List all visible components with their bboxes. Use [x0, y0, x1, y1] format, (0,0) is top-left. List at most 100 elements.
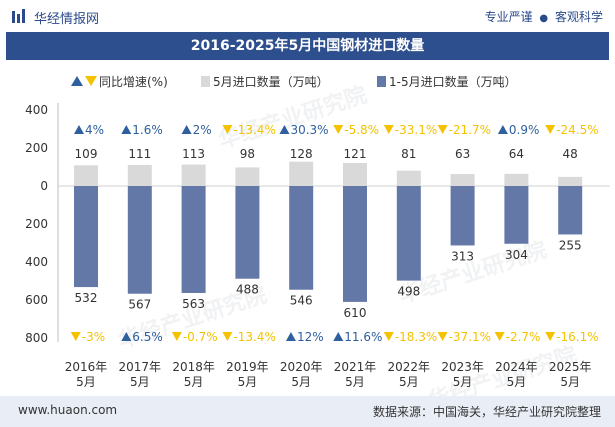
bar-may: [504, 173, 529, 186]
down-triangle-icon: [545, 332, 556, 341]
footer: www.huaon.com 数据来源：中国海关，华经产业研究院整理: [0, 396, 615, 427]
growth-value: 2%: [193, 123, 212, 137]
x-tick-label-month: 5月: [238, 375, 258, 389]
down-triangle-icon: [383, 125, 394, 134]
legend-ytd-label: 1-5月进口数量（万吨）: [389, 74, 517, 89]
bar-may: [343, 163, 367, 186]
top-bar: 华经情报网 专业严谨 ● 客观科学: [0, 0, 615, 32]
bar-ytd: [343, 186, 367, 302]
growth-may-label: -5.8%: [333, 123, 379, 137]
growth-may-label: 4%: [74, 123, 104, 137]
y-tick-label: 400: [25, 255, 48, 269]
x-tick-label-month: 5月: [399, 375, 419, 389]
bar-ytd: [558, 186, 583, 235]
growth-may-label: 30.3%: [279, 123, 329, 137]
bar-ytd-value-label: 532: [75, 291, 98, 305]
x-tick-label-month: 5月: [291, 375, 311, 389]
growth-value: -33.1%: [395, 123, 437, 137]
x-tick-label-month: 5月: [345, 375, 365, 389]
growth-value: -0.7%: [183, 330, 218, 344]
growth-value: -13.4%: [233, 123, 275, 137]
bar-may: [396, 170, 421, 186]
up-triangle-icon: [121, 125, 132, 134]
x-tick-label-month: 5月: [453, 375, 473, 389]
logo-icon: [12, 9, 25, 23]
growth-may-label: 1.6%: [121, 123, 163, 137]
bar-may-value-label: 63: [455, 147, 470, 161]
down-triangle-icon: [70, 332, 81, 341]
website-url[interactable]: www.huaon.com: [18, 403, 118, 417]
legend-ytd-swatch: [377, 76, 386, 87]
x-tick-label-year: 2024年: [495, 360, 538, 374]
down-triangle-icon: [333, 125, 344, 134]
x-tick-label-year: 2021年: [334, 360, 377, 374]
x-tick-label-year: 2020年: [280, 360, 323, 374]
growth-value: 11.6%: [344, 330, 382, 344]
y-tick-label: 200: [25, 141, 48, 155]
growth-ytd-label: -16.1%: [545, 330, 599, 344]
growth-value: 12%: [297, 330, 324, 344]
growth-value: -5.8%: [344, 123, 379, 137]
up-triangle-icon: [497, 125, 508, 134]
bar-ytd: [289, 186, 314, 290]
growth-value: 4%: [85, 123, 104, 137]
growth-value: 1.6%: [132, 123, 163, 137]
growth-ytd-label: -2.7%: [494, 330, 541, 344]
x-tick-label-month: 5月: [130, 375, 150, 389]
growth-may-label: -21.7%: [437, 123, 491, 137]
bar-may: [127, 164, 152, 186]
growth-value: -21.7%: [449, 123, 491, 137]
x-tick-label-year: 2022年: [388, 360, 431, 374]
bar-may: [289, 161, 314, 186]
bar-ytd: [181, 186, 206, 293]
up-triangle-icon: [279, 125, 290, 134]
growth-ytd-label: 12%: [285, 330, 324, 344]
down-triangle-icon: [437, 332, 448, 341]
growth-value: -18.3%: [395, 330, 437, 344]
x-tick-label-year: 2016年: [65, 360, 108, 374]
bar-ytd: [396, 186, 421, 281]
bar-ytd: [504, 186, 529, 244]
down-triangle-icon: [383, 332, 394, 341]
bar-ytd-value-label: 255: [559, 238, 582, 252]
y-tick-label: 600: [25, 293, 48, 307]
x-tick-label-month: 5月: [507, 375, 527, 389]
growth-may-label: 0.9%: [497, 123, 540, 137]
bar-ytd-value-label: 546: [290, 294, 313, 308]
x-tick-label-year: 2025年: [549, 360, 592, 374]
growth-ytd-label: 11.6%: [333, 330, 382, 344]
growth-value: 6.5%: [132, 330, 163, 344]
chart-title: 2016-2025年5月中国钢材进口数量: [6, 32, 609, 60]
bar-ytd-value-label: 498: [397, 285, 420, 299]
bar-ytd: [127, 186, 152, 294]
growth-may-label: -13.4%: [222, 123, 276, 137]
down-triangle-icon: [171, 332, 182, 341]
growth-value: -13.4%: [233, 330, 275, 344]
growth-value: -2.7%: [506, 330, 541, 344]
bar-may-value-label: 48: [563, 147, 578, 161]
bar-may: [558, 176, 583, 186]
down-triangle-icon: [222, 125, 233, 134]
bar-may-value-label: 81: [401, 147, 416, 161]
y-tick-label: 400: [25, 103, 48, 117]
bar-ytd-value-label: 488: [236, 283, 259, 297]
bar-ytd: [235, 186, 260, 279]
bar-may-value-label: 113: [182, 147, 205, 161]
legend-may-label: 5月进口数量（万吨）: [213, 74, 329, 89]
growth-value: -37.1%: [449, 330, 491, 344]
y-tick-label: 200: [25, 217, 48, 231]
up-triangle-icon: [74, 125, 84, 134]
x-tick-label-month: 5月: [184, 375, 204, 389]
growth-value: 0.9%: [509, 123, 540, 137]
tagline-2: 客观科学: [554, 10, 603, 24]
y-tick-label: 0: [40, 179, 48, 193]
growth-ytd-label: 6.5%: [121, 330, 163, 344]
bar-ytd-value-label: 304: [505, 248, 528, 262]
up-triangle-icon: [285, 332, 296, 341]
bar-may: [74, 165, 98, 186]
down-triangle-icon: [494, 332, 505, 341]
growth-may-label: -24.5%: [545, 123, 599, 137]
bar-ytd-value-label: 563: [182, 297, 205, 311]
data-source: 数据来源：中国海关，华经产业研究院整理: [372, 405, 601, 419]
bar-may-value-label: 64: [509, 147, 524, 161]
